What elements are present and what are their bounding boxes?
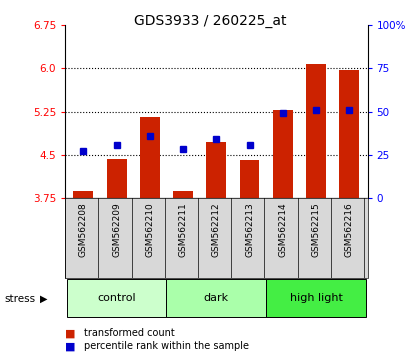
Text: dark: dark: [204, 293, 229, 303]
Text: ■: ■: [65, 329, 76, 338]
Bar: [206, 142, 226, 198]
Bar: [140, 117, 160, 198]
Text: stress: stress: [4, 294, 35, 304]
Text: transformed count: transformed count: [84, 329, 175, 338]
Bar: [67, 279, 166, 317]
Bar: [173, 191, 193, 198]
Text: GSM562213: GSM562213: [245, 202, 254, 257]
Bar: [339, 70, 359, 198]
Bar: [306, 63, 326, 198]
Text: percentile rank within the sample: percentile rank within the sample: [84, 341, 249, 351]
Bar: [166, 279, 266, 317]
Bar: [74, 191, 93, 198]
Text: GSM562212: GSM562212: [212, 202, 221, 257]
Text: GDS3933 / 260225_at: GDS3933 / 260225_at: [134, 14, 286, 28]
Text: GSM562210: GSM562210: [145, 202, 154, 257]
Text: ■: ■: [65, 341, 76, 351]
Bar: [107, 159, 126, 198]
Text: GSM562214: GSM562214: [278, 202, 287, 257]
Text: GSM562208: GSM562208: [79, 202, 88, 257]
Text: high light: high light: [289, 293, 342, 303]
Text: GSM562216: GSM562216: [345, 202, 354, 257]
Bar: [266, 279, 366, 317]
Text: GSM562211: GSM562211: [178, 202, 188, 257]
Bar: [273, 110, 293, 198]
Text: GSM562209: GSM562209: [112, 202, 121, 257]
Text: control: control: [97, 293, 136, 303]
Text: GSM562215: GSM562215: [312, 202, 320, 257]
Bar: [239, 160, 260, 198]
Text: ▶: ▶: [40, 294, 47, 304]
